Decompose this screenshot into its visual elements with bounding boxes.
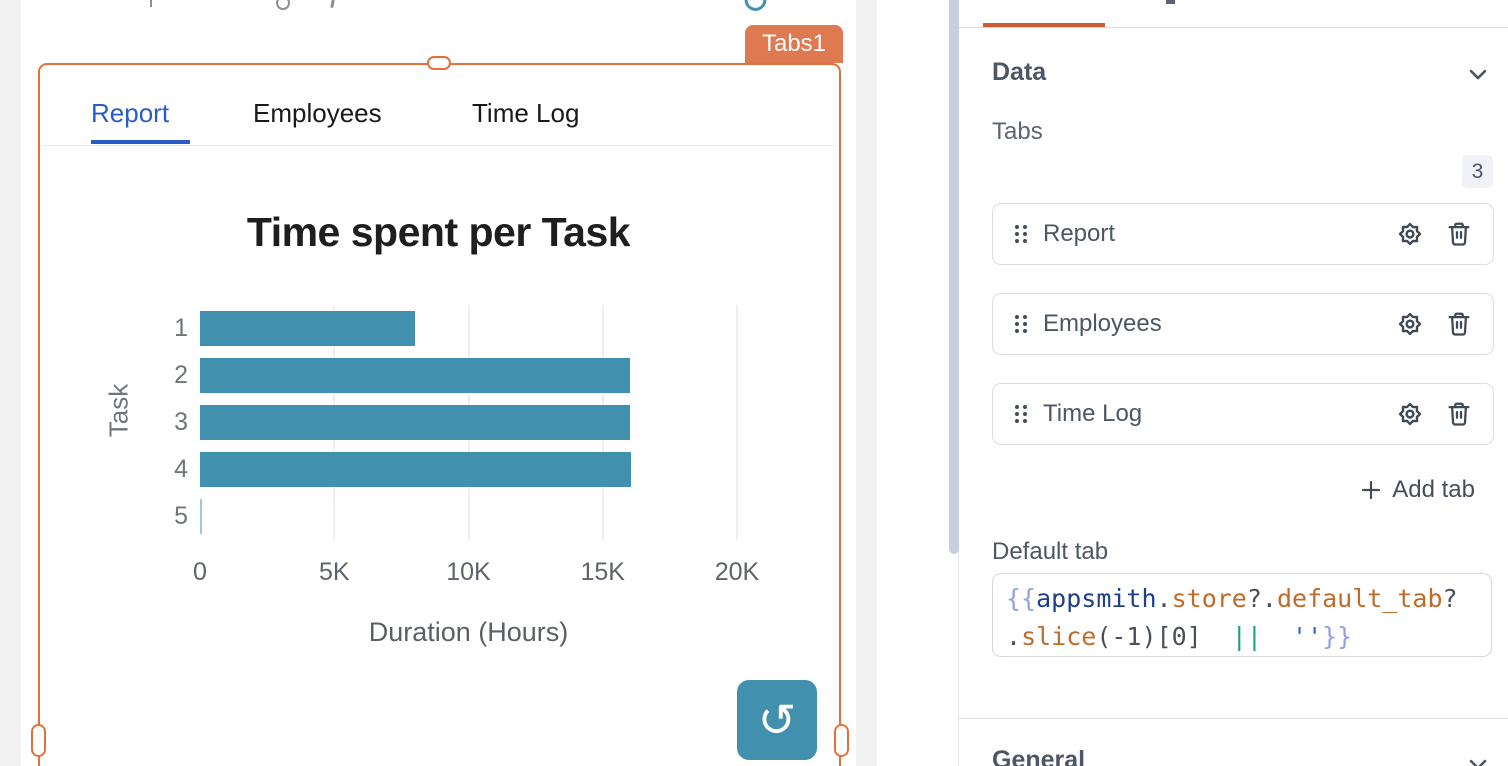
drag-handle-icon[interactable] [1015, 225, 1019, 229]
y-tick-label: 2 [174, 360, 188, 389]
chart-x-axis-title: Duration (Hours) [368, 617, 569, 647]
x-tick-label: 15K [580, 558, 625, 586]
clipped-text-remnant [330, 0, 335, 9]
pane-section-divider [959, 718, 1508, 719]
active-tab-underline [91, 140, 190, 144]
tab-item-employees[interactable]: Employees [992, 293, 1494, 355]
trash-icon[interactable] [1444, 219, 1474, 249]
gear-icon[interactable] [1395, 219, 1425, 249]
code-token: ?. [1246, 584, 1277, 613]
x-tick-label: 5K [318, 558, 350, 586]
chevron-down-icon[interactable] [1464, 60, 1492, 88]
code-token: {{ [1006, 584, 1037, 613]
y-tick-label: 3 [174, 407, 188, 436]
widget-name-badge[interactable]: Tabs1 [745, 25, 843, 63]
refresh-icon: ↺ [757, 693, 797, 747]
tab-item-report[interactable]: Report [992, 203, 1494, 265]
code-token: (-1)[0] [1096, 622, 1202, 651]
bar-task-1 [200, 311, 415, 346]
y-tick-label: 5 [174, 501, 188, 530]
property-pane-scrollbar[interactable] [949, 0, 959, 554]
tab-item-time-log[interactable]: Time Log [992, 383, 1494, 445]
chart-title: Time spent per Task [246, 209, 631, 255]
clipped-text-remnant [150, 0, 152, 7]
resize-handle-top[interactable] [427, 56, 451, 70]
code-token: }} [1322, 622, 1353, 651]
trash-icon[interactable] [1444, 399, 1474, 429]
trash-icon[interactable] [1444, 309, 1474, 339]
tab-item-label: Report [1043, 220, 1116, 247]
code-token: ? [1442, 584, 1458, 613]
tab-item-label: Employees [1043, 310, 1162, 337]
bar-task-3 [200, 405, 630, 440]
add-tab-label: Add tab [1392, 476, 1475, 503]
chevron-down-icon[interactable] [1464, 750, 1492, 766]
drag-handle-icon[interactable] [1015, 315, 1019, 319]
general-section-header[interactable]: General [992, 746, 1086, 766]
widget-tab-report[interactable]: Report [91, 98, 170, 128]
tabs-field-label: Tabs [992, 118, 1043, 145]
tab-item-label: Time Log [1043, 400, 1143, 427]
code-token: . [1006, 622, 1022, 651]
x-tick-label: 10K [446, 558, 491, 586]
plus-icon [1362, 480, 1381, 500]
resize-handle-left[interactable] [31, 724, 46, 757]
tab-bar-divider [44, 145, 835, 146]
pane-header-divider [959, 27, 1508, 28]
code-token: || [1231, 622, 1262, 651]
clipped-text-remnant [276, 0, 290, 10]
y-tick-label: 4 [174, 454, 188, 483]
bar-task-5 [200, 499, 202, 534]
canvas-right-gutter [856, 0, 877, 766]
resize-handle-right[interactable] [834, 724, 849, 757]
code-token: appsmith [1036, 584, 1157, 613]
clipped-pane-tab-remnant [1166, 0, 1175, 4]
pane-active-tab-underline [983, 23, 1105, 28]
bar-task-2 [200, 358, 630, 393]
clipped-refresh-icon: ↺ [741, 0, 772, 22]
default-tab-code-input[interactable]: {{appsmith.store?.default_tab? .slice(-1)… [992, 573, 1492, 657]
code-token [1262, 622, 1292, 651]
gear-icon[interactable] [1395, 399, 1425, 429]
add-tab-button[interactable]: Add tab [992, 476, 1475, 504]
widget-tab-employees[interactable]: Employees [253, 98, 382, 128]
canvas-left-gutter [0, 0, 21, 766]
widget-tab-time-log[interactable]: Time Log [472, 98, 580, 128]
code-token [1202, 622, 1232, 651]
chart-y-axis-title: Task [103, 383, 134, 438]
bar-task-4 [200, 452, 631, 487]
code-token: '' [1292, 622, 1323, 651]
x-tick-label: 0 [193, 558, 207, 586]
code-token: default_tab [1276, 584, 1443, 613]
drag-handle-icon[interactable] [1015, 405, 1019, 409]
refresh-button[interactable]: ↺ [737, 680, 817, 760]
x-tick-label: 20K [714, 558, 760, 586]
code-token: store [1171, 584, 1247, 613]
data-section-header[interactable]: Data [992, 58, 1047, 86]
gear-icon[interactable] [1395, 309, 1425, 339]
y-tick-label: 1 [174, 313, 188, 342]
tabs-count-badge: 3 [1462, 155, 1493, 188]
code-token: slice [1021, 622, 1097, 651]
gridline [736, 305, 738, 540]
default-tab-field-label: Default tab [992, 538, 1109, 565]
code-token: . [1156, 584, 1172, 613]
